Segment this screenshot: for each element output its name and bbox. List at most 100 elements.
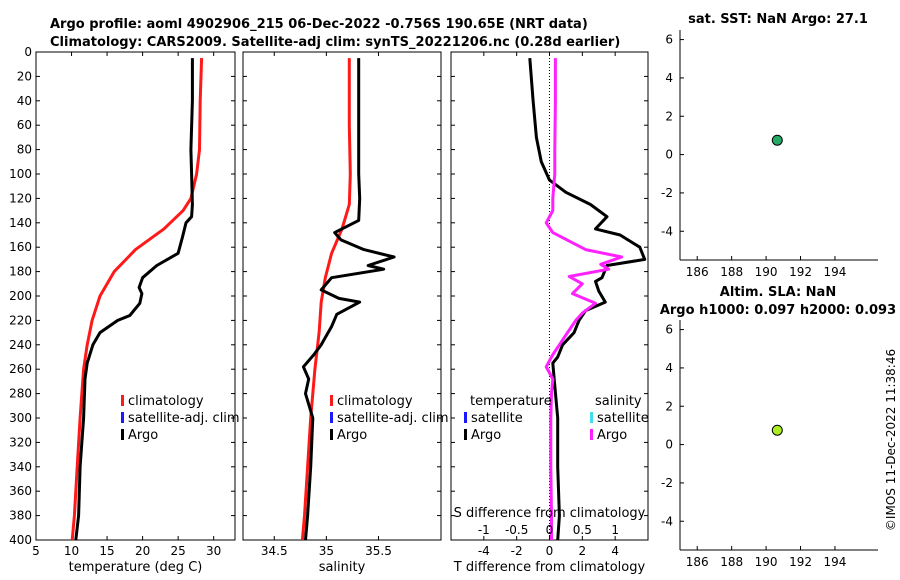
top-x-tick-label: 1	[611, 523, 619, 537]
y-tick-label: -2	[661, 186, 673, 200]
salinity-panel: 34.5 35 35.5 salinity climatology satellite-a…	[242, 51, 449, 575]
legend-label: satellite	[597, 411, 649, 426]
x-tick-label: 30	[206, 544, 221, 558]
y-tick-label: 220	[9, 313, 32, 327]
top-x-tick-label: -1	[478, 523, 490, 537]
legend-label: Argo	[337, 428, 367, 443]
y-tick-label: 40	[17, 94, 32, 108]
x-tick-label: 2	[579, 544, 587, 558]
x-axis-label: salinity	[319, 560, 366, 575]
x-tick-label: 25	[171, 544, 186, 558]
top-x-tick-label: 0	[546, 523, 554, 537]
legend-label: climatology	[128, 394, 204, 409]
y-tick-label: 160	[9, 240, 32, 254]
legend-label: Argo	[128, 428, 158, 443]
y-tick-label: 0	[24, 45, 32, 59]
legend-swatch	[121, 429, 124, 440]
y-tick-label: 140	[9, 216, 32, 230]
y-tick-label: 2	[665, 399, 673, 413]
panel-title: sat. SST: NaN Argo: 27.1	[688, 12, 868, 27]
y-tick-label: 6	[665, 33, 673, 47]
y-tick-label: 360	[9, 484, 32, 498]
x-tick-label: -4	[478, 544, 490, 558]
legend-swatch	[121, 412, 124, 423]
x-tick-label: 192	[789, 555, 812, 569]
legend-label: Argo	[471, 428, 501, 443]
y-tick-label: 120	[9, 191, 32, 205]
x-tick-label: 188	[720, 265, 743, 279]
x-tick-label: 186	[686, 555, 709, 569]
top-x-axis-label: S difference from climatology	[454, 506, 646, 521]
difference-panel: -4 -2 0 2 4 T difference from climatology S di…	[450, 51, 649, 575]
y-tick-label: 6	[665, 323, 673, 337]
legend-swatch	[464, 429, 467, 440]
legend-swatch	[121, 395, 124, 406]
temperature-panel: 0 20 40 60 80 100 120 140 160 180 200 220 240 260 280 3…	[9, 45, 240, 575]
x-tick-label: 194	[824, 265, 847, 279]
x-tick-label: 190	[755, 265, 778, 279]
figure-title-line1: Argo profile: aoml 4902906_215 06-Dec-20…	[50, 17, 588, 32]
legend-title-salinity: salinity	[595, 394, 642, 409]
plot-frame	[35, 51, 236, 541]
x-tick-label: 20	[135, 544, 150, 558]
x-axis-label: temperature (deg C)	[69, 560, 203, 575]
x-tick-label: 5	[32, 544, 40, 558]
argo-temperature-line	[74, 58, 194, 541]
legend-swatch	[590, 429, 593, 440]
legend-label: Argo	[597, 428, 627, 443]
panel-title: Altim. SLA: NaN	[720, 285, 836, 300]
panel-subtitle: Argo h1000: 0.097 h2000: 0.093	[660, 303, 896, 318]
legend-swatch	[330, 412, 333, 423]
top-x-tick-label: 0.5	[573, 523, 592, 537]
legend-label: climatology	[337, 394, 413, 409]
x-axis-label: T difference from climatology	[453, 560, 646, 575]
y-tick-label: 0	[665, 148, 673, 162]
x-tick-label: 192	[789, 265, 812, 279]
argo-position-marker	[771, 424, 783, 436]
top-x-tick-label: -0.5	[505, 523, 528, 537]
y-tick-label: 4	[665, 71, 673, 85]
x-tick-label: 188	[720, 555, 743, 569]
y-tick-label: -2	[661, 476, 673, 490]
x-tick-label: 35.5	[365, 544, 392, 558]
argo-position-marker	[771, 134, 783, 146]
x-tick-label: 194	[824, 555, 847, 569]
x-tick-label: 4	[611, 544, 619, 558]
y-tick-label: 320	[9, 435, 32, 449]
y-tick-label: 200	[9, 289, 32, 303]
y-tick-label: 400	[9, 533, 32, 547]
y-tick-label: 20	[17, 69, 32, 83]
y-tick-label: 80	[17, 143, 32, 157]
legend-label: satellite	[471, 411, 523, 426]
legend-swatch	[330, 395, 333, 406]
y-tick-label: 100	[9, 167, 32, 181]
x-tick-label: 34.5	[261, 544, 288, 558]
argo-temperature-diff-line	[528, 57, 647, 541]
sla-panel: 6 4 2 0 -2 -4 186 188 190 192 194 Altim. SLA: NaN Ar…	[660, 285, 896, 569]
x-tick-label: -2	[511, 544, 523, 558]
legend-label: satellite-adj. clim	[337, 411, 449, 426]
y-tick-label: -4	[661, 224, 673, 238]
y-tick-label: 260	[9, 362, 32, 376]
y-tick-label: 180	[9, 265, 32, 279]
plot-frame	[242, 51, 442, 541]
y-tick-label: 2	[665, 109, 673, 123]
y-tick-label: 240	[9, 338, 32, 352]
x-tick-label: 35	[319, 544, 334, 558]
y-tick-label: 300	[9, 411, 32, 425]
y-tick-label: 280	[9, 387, 32, 401]
legend-label: satellite-adj. clim	[128, 411, 240, 426]
y-tick-label: 0	[665, 438, 673, 452]
x-tick-label: 15	[99, 544, 114, 558]
y-tick-label: 4	[665, 361, 673, 375]
y-tick-label: 60	[17, 118, 32, 132]
climatology-temperature-line	[70, 58, 204, 541]
figure-title-line2: Climatology: CARS2009. Satellite-adj cli…	[50, 35, 620, 50]
x-tick-label: 186	[686, 265, 709, 279]
argo-salinity-line	[301, 58, 396, 541]
y-tick-label: 340	[9, 460, 32, 474]
x-tick-label: 190	[755, 555, 778, 569]
y-tick-label: 380	[9, 509, 32, 523]
legend-title-temperature: temperature	[470, 394, 552, 409]
